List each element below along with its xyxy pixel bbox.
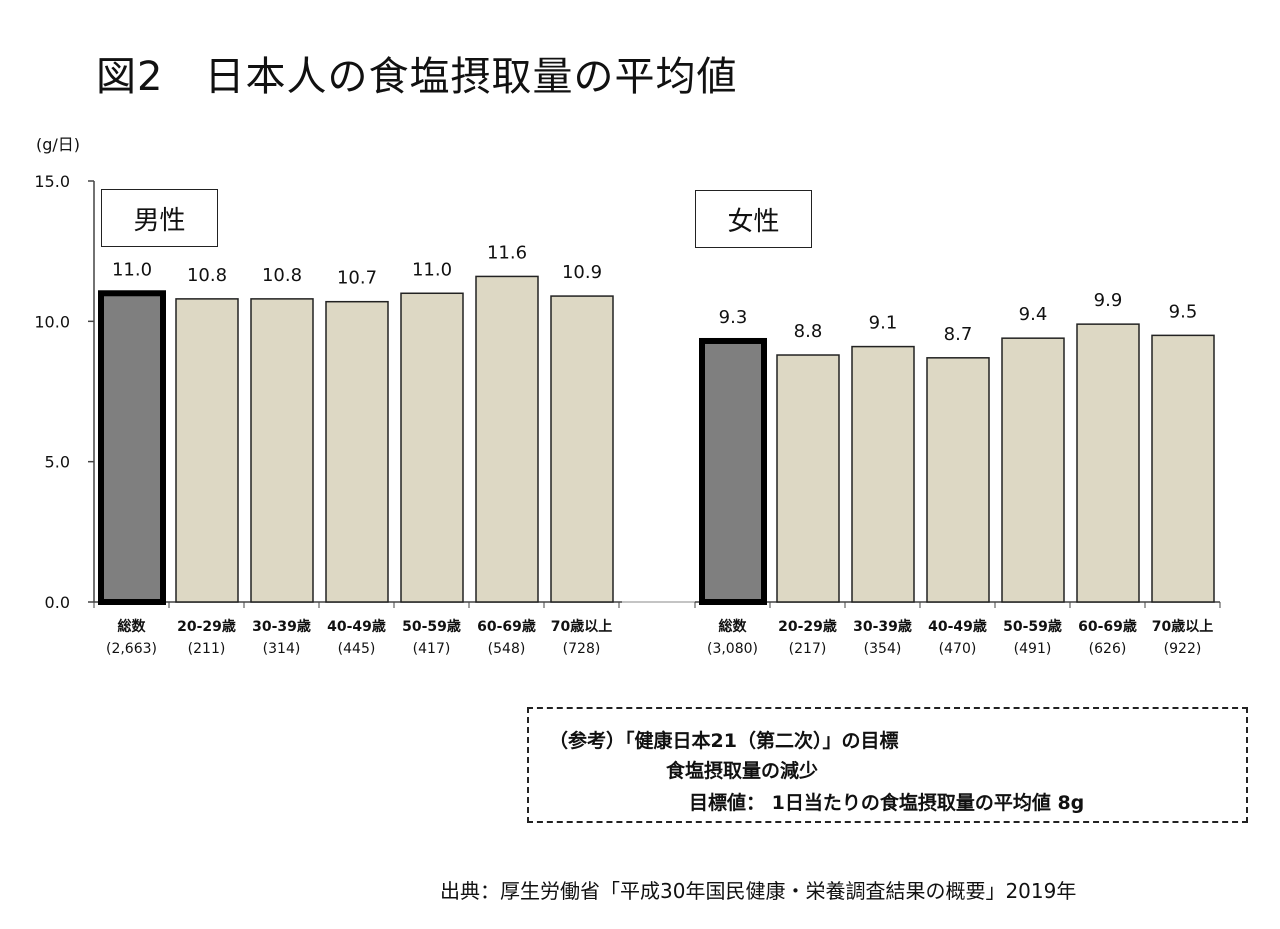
bar bbox=[926, 357, 990, 603]
x-tick-label: 総数 bbox=[719, 618, 748, 635]
x-count-label: (217) bbox=[789, 641, 827, 657]
x-tick-label: 30-39歳 bbox=[252, 618, 311, 635]
bar bbox=[550, 295, 614, 603]
bar-value-label: 8.7 bbox=[944, 324, 973, 345]
bar bbox=[851, 345, 915, 603]
bar bbox=[475, 275, 539, 603]
x-count-label: (470) bbox=[939, 641, 977, 657]
x-tick-label: 60-69歳 bbox=[1078, 618, 1137, 635]
bar-chart: 15.0 10.0 5.0 0.0 (g/日) 11.0 総数 (2,663) 10.8 20-2… bbox=[34, 135, 1221, 657]
bar-value-label: 8.8 bbox=[794, 321, 823, 342]
x-count-label: (211) bbox=[188, 641, 226, 657]
x-count-label: (354) bbox=[864, 641, 902, 657]
note-line-2: 食塩摂取量の減少 bbox=[666, 760, 819, 782]
x-tick-label: 30-39歳 bbox=[853, 618, 912, 635]
bar bbox=[175, 298, 239, 603]
x-count-label: (2,663) bbox=[106, 641, 157, 657]
bar bbox=[776, 354, 840, 603]
x-count-label: (314) bbox=[263, 641, 301, 657]
bar-value-label: 11.6 bbox=[487, 242, 527, 263]
x-tick-label: 60-69歳 bbox=[477, 618, 536, 635]
chart-title: 図2 日本人の食塩摂取量の平均値 bbox=[96, 54, 738, 100]
bar-value-label: 11.0 bbox=[112, 259, 152, 280]
x-tick-label: 総数 bbox=[118, 618, 147, 635]
x-tick-label: 40-49歳 bbox=[327, 618, 386, 635]
bar bbox=[325, 300, 389, 603]
y-tick-label: 5.0 bbox=[45, 453, 70, 472]
y-axis-unit: (g/日) bbox=[36, 135, 80, 154]
x-count-label: (3,080) bbox=[707, 641, 758, 657]
x-count-label: (445) bbox=[338, 641, 376, 657]
bar-value-label: 10.7 bbox=[337, 268, 377, 289]
y-tick-label: 0.0 bbox=[45, 593, 70, 612]
x-count-label: (922) bbox=[1164, 641, 1202, 657]
note-line-3: 目標値： 1日当たりの食塩摂取量の平均値 8g bbox=[689, 792, 1085, 814]
bar-value-label: 9.4 bbox=[1019, 304, 1048, 325]
bar bbox=[699, 337, 767, 605]
x-count-label: (417) bbox=[413, 641, 451, 657]
x-tick-label: 70歳以上 bbox=[551, 618, 612, 635]
x-count-label: (626) bbox=[1089, 641, 1127, 657]
bar-value-label: 10.9 bbox=[562, 262, 602, 283]
bar bbox=[400, 292, 464, 603]
bar-value-label: 9.3 bbox=[719, 307, 748, 328]
bar-value-label: 10.8 bbox=[187, 265, 227, 286]
bar bbox=[1151, 334, 1215, 603]
x-tick-label: 50-59歳 bbox=[1003, 618, 1062, 635]
x-count-label: (491) bbox=[1014, 641, 1052, 657]
bar-value-label: 10.8 bbox=[262, 265, 302, 286]
x-tick-label: 70歳以上 bbox=[1152, 618, 1213, 635]
group-label-female: 女性 bbox=[695, 190, 812, 248]
bar-value-label: 11.0 bbox=[412, 259, 452, 280]
source-text: 出典：厚生労働省「平成30年国民健康・栄養調査結果の概要」2019年 bbox=[440, 879, 1077, 903]
bar bbox=[1001, 337, 1065, 603]
bar-value-label: 9.1 bbox=[869, 313, 898, 334]
bar-value-label: 9.5 bbox=[1169, 301, 1198, 322]
bar bbox=[98, 290, 166, 605]
x-count-label: (548) bbox=[488, 641, 526, 657]
y-tick-label: 10.0 bbox=[34, 312, 70, 331]
note-line-1: （参考）「健康日本21（第二次）」の目標 bbox=[549, 730, 899, 752]
reference-note: （参考）「健康日本21（第二次）」の目標 食塩摂取量の減少 目標値： 1日当たり… bbox=[527, 707, 1248, 823]
x-tick-label: 50-59歳 bbox=[402, 618, 461, 635]
group-label-male: 男性 bbox=[101, 189, 218, 247]
x-count-label: (728) bbox=[563, 641, 601, 657]
bar-value-label: 9.9 bbox=[1094, 290, 1123, 311]
bar bbox=[1076, 323, 1140, 603]
x-tick-label: 40-49歳 bbox=[928, 618, 987, 635]
x-tick-label: 20-29歳 bbox=[177, 618, 236, 635]
bar bbox=[250, 298, 314, 603]
y-tick-label: 15.0 bbox=[34, 172, 70, 191]
x-tick-label: 20-29歳 bbox=[778, 618, 837, 635]
